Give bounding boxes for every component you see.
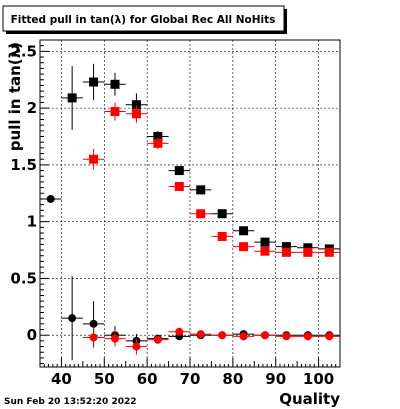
- data-point-square: [110, 79, 120, 89]
- data-point-square: [281, 242, 291, 252]
- axis-ticks: 40 50 60 70 80 90 100 0 0.5 1 1.5 2 2.5: [10, 39, 341, 388]
- data-point-square: [174, 166, 184, 176]
- data-point-square: [110, 107, 120, 117]
- data-point-circle: [175, 327, 184, 336]
- y-tick-label: 2.5: [10, 42, 37, 60]
- y-tick-label: 0: [27, 326, 37, 344]
- data-point-square: [67, 93, 77, 103]
- data-point-circle: [132, 342, 141, 351]
- chart-title-box: Fitted pull in tan(λ) for Global Rec All…: [2, 5, 287, 34]
- data-point-circle: [282, 332, 291, 341]
- timestamp-label: Sun Feb 20 13:52:20 2022: [4, 397, 137, 407]
- data-point-circle: [303, 332, 312, 341]
- data-point-circle: [89, 333, 98, 342]
- data-point-square: [153, 138, 163, 148]
- data-point-square: [153, 132, 163, 142]
- data-point-square: [217, 231, 227, 241]
- data-point-square: [260, 246, 270, 256]
- data-point-square: [131, 109, 141, 119]
- data-point-square: [324, 247, 334, 257]
- grid: [40, 40, 340, 367]
- data-point-square: [281, 247, 291, 257]
- data-point-square: [89, 77, 99, 87]
- data-point-circle: [153, 335, 162, 344]
- x-tick-label: 60: [137, 370, 158, 388]
- x-tick-label: 100: [303, 370, 334, 388]
- y-axis-title: pull in tan(λ): [6, 42, 24, 151]
- y-tick-label: 0.5: [10, 269, 37, 287]
- data-point-circle: [196, 330, 205, 339]
- chart-title: Fitted pull in tan(λ) for Global Rec All…: [11, 14, 276, 26]
- data-point-circle: [261, 331, 269, 340]
- data-point-square: [196, 209, 206, 219]
- data-point-circle: [239, 332, 248, 341]
- x-axis-title: Quality: [279, 390, 340, 408]
- x-tick-label: 90: [265, 370, 286, 388]
- series-3: [82, 327, 340, 355]
- y-tick-label: 1: [27, 213, 37, 231]
- data-point-square: [89, 154, 99, 164]
- y-tick-label: 2: [27, 99, 37, 117]
- data-point-circle: [68, 314, 77, 323]
- data-point-square: [174, 181, 184, 191]
- data-point-circle: [46, 194, 55, 203]
- data-point-square: [196, 185, 206, 195]
- data-point-square: [303, 243, 313, 253]
- data-point-square: [260, 237, 270, 247]
- data-series: [40, 63, 340, 361]
- x-tick-label: 50: [94, 370, 115, 388]
- data-point-circle: [111, 334, 119, 343]
- series-1: [82, 102, 340, 257]
- data-point-circle: [218, 331, 227, 340]
- series-0: [61, 63, 340, 254]
- data-point-square: [217, 209, 227, 219]
- data-point-square: [239, 226, 249, 236]
- data-point-square: [239, 242, 249, 252]
- x-tick-label: 40: [51, 370, 72, 388]
- data-point-square: [303, 247, 313, 257]
- y-tick-label: 1.5: [10, 156, 37, 174]
- x-tick-label: 80: [222, 370, 243, 388]
- x-tick-label: 70: [180, 370, 201, 388]
- data-point-circle: [89, 319, 98, 328]
- data-point-circle: [325, 332, 334, 341]
